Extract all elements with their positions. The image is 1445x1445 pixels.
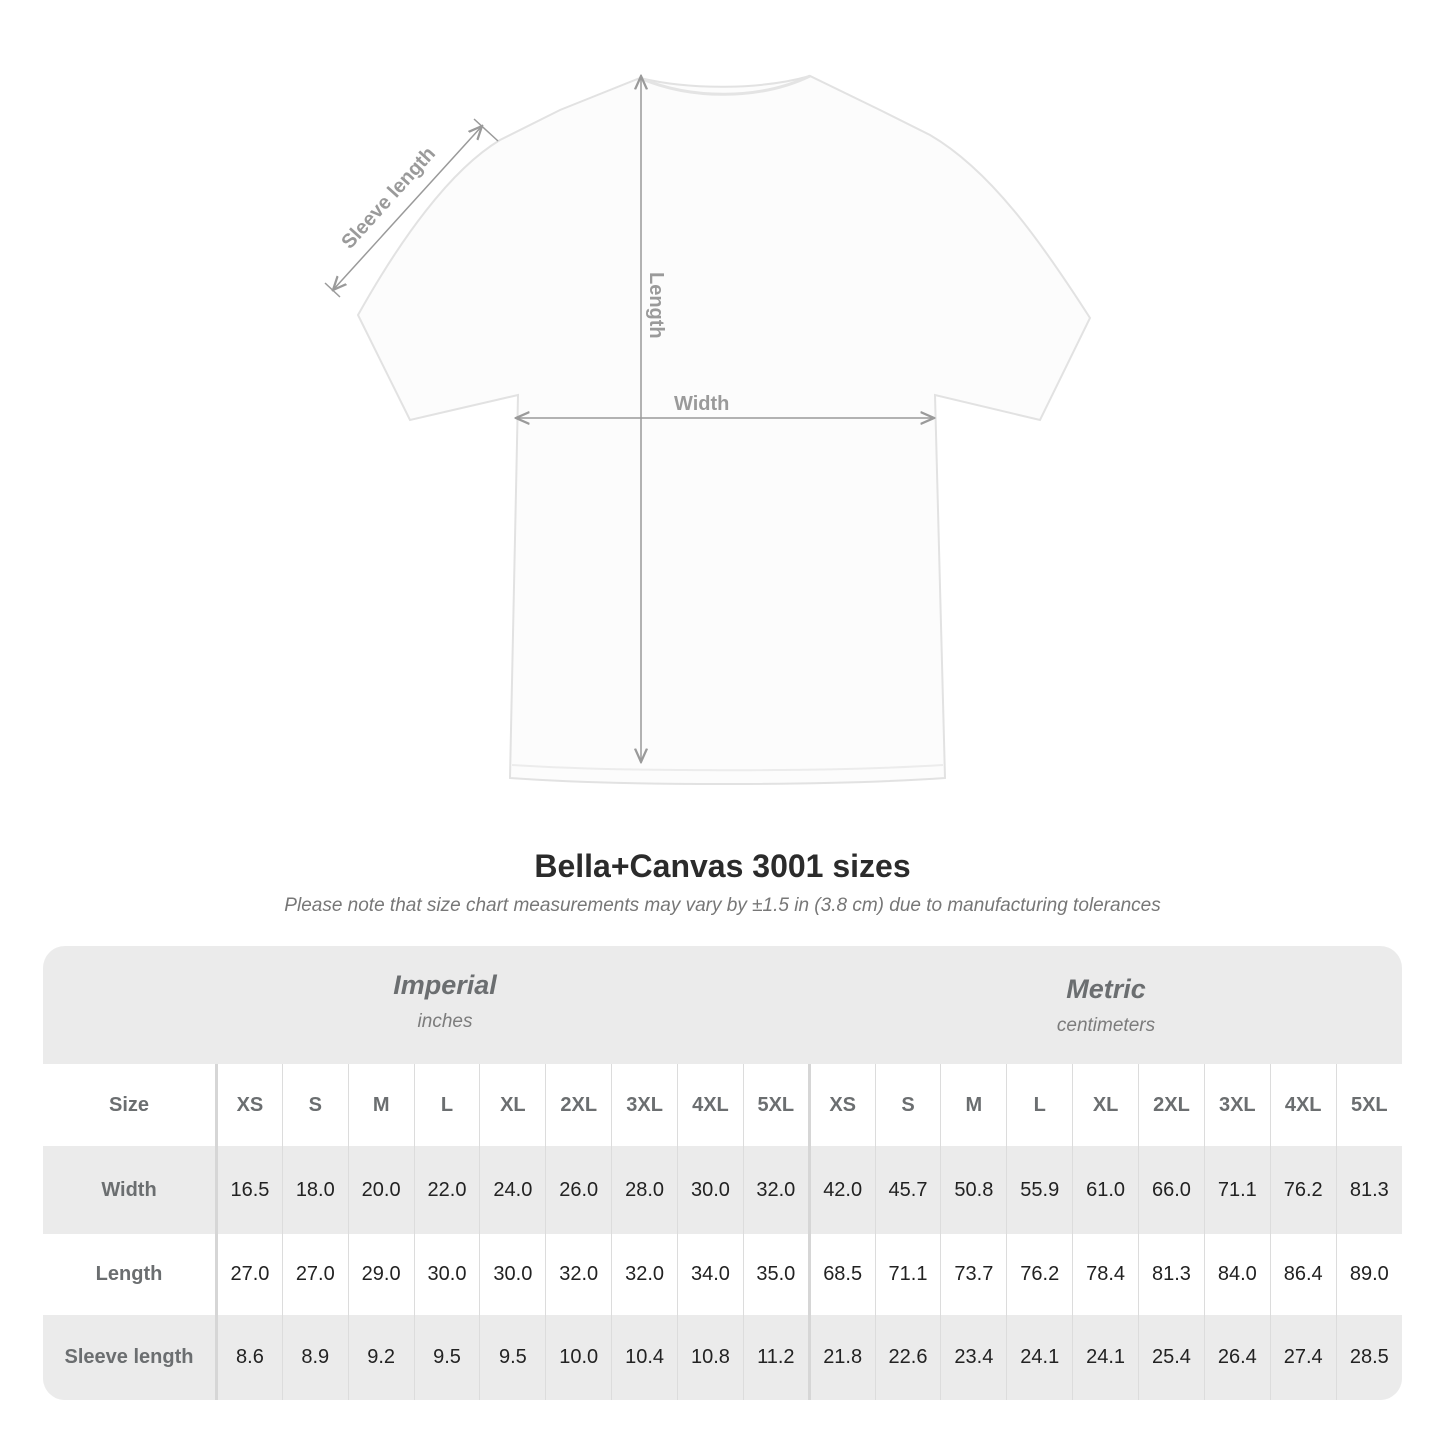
imperial-value: 8.6 [216, 1315, 283, 1400]
imperial-size-header: XS [216, 1064, 283, 1146]
imperial-size-header: 4XL [677, 1064, 744, 1146]
imperial-value: 22.0 [413, 1146, 480, 1234]
length-label: Length [645, 272, 667, 339]
metric-value: 61.0 [1072, 1146, 1139, 1234]
metric-value: 42.0 [807, 1146, 876, 1234]
metric-value: 71.1 [874, 1234, 941, 1315]
metric-heading: Metric [1066, 974, 1146, 1004]
imperial-value: 20.0 [347, 1146, 415, 1234]
metric-value: 71.1 [1203, 1146, 1271, 1234]
imperial-value: 32.0 [742, 1146, 810, 1234]
metric-value: 66.0 [1138, 1146, 1205, 1234]
imperial-value: 28.0 [611, 1146, 678, 1234]
metric-value: 24.1 [1006, 1315, 1073, 1400]
size-grid: Size XS S M L XL 2XL 3XL 4XL 5XL XS S M L XL 2XL 3XL 4XL 5… [43, 1064, 1402, 1400]
imperial-size-header: S [281, 1064, 349, 1146]
metric-value: 25.4 [1138, 1315, 1205, 1400]
tshirt-shape [356, 74, 1092, 785]
metric-value: 68.5 [807, 1234, 876, 1315]
metric-value: 50.8 [940, 1146, 1007, 1234]
metric-value: 86.4 [1269, 1234, 1337, 1315]
imperial-value: 8.9 [281, 1315, 349, 1400]
metric-unit: centimeters [1056, 1015, 1156, 1036]
imperial-unit: inches [417, 1011, 473, 1032]
metric-size-header: XL [1072, 1064, 1139, 1146]
imperial-value: 29.0 [347, 1234, 415, 1315]
sleeve-measure-line [333, 126, 482, 290]
imperial-value: 10.4 [611, 1315, 678, 1400]
imperial-size-header: 3XL [611, 1064, 678, 1146]
imperial-value: 9.2 [347, 1315, 415, 1400]
metric-size-header: 4XL [1269, 1064, 1337, 1146]
row-label: Sleeve length [43, 1315, 218, 1400]
imperial-size-header: XL [479, 1064, 546, 1146]
imperial-value: 27.0 [216, 1234, 283, 1315]
imperial-value: 32.0 [611, 1234, 678, 1315]
metric-value: 81.3 [1138, 1234, 1205, 1315]
row-label: Width [43, 1146, 218, 1234]
imperial-value: 32.0 [545, 1234, 612, 1315]
imperial-value: 24.0 [479, 1146, 546, 1234]
metric-value: 76.2 [1269, 1146, 1337, 1234]
table-header-row: Size XS S M L XL 2XL 3XL 4XL 5XL XS S M L XL 2XL 3XL 4XL 5… [43, 1064, 1402, 1146]
imperial-value: 30.0 [479, 1234, 546, 1315]
metric-size-header: 2XL [1138, 1064, 1205, 1146]
imperial-value: 9.5 [479, 1315, 546, 1400]
tshirt-diagram: Sleeve length Length Width [324, 0, 1092, 785]
metric-value: 89.0 [1335, 1234, 1402, 1315]
metric-header: Metric centimeters [810, 946, 1402, 1092]
imperial-value: 34.0 [677, 1234, 744, 1315]
metric-value: 84.0 [1203, 1234, 1271, 1315]
size-table: Imperial inches Metric centimeters Size X… [43, 946, 1402, 1400]
imperial-size-header: L [413, 1064, 480, 1146]
metric-value: 24.1 [1072, 1315, 1139, 1400]
metric-value: 23.4 [940, 1315, 1007, 1400]
imperial-value: 16.5 [216, 1146, 283, 1234]
metric-size-header: L [1006, 1064, 1073, 1146]
metric-value: 26.4 [1203, 1315, 1271, 1400]
imperial-size-header: M [347, 1064, 415, 1146]
imperial-value: 10.0 [545, 1315, 612, 1400]
metric-size-header: S [874, 1064, 941, 1146]
imperial-value: 26.0 [545, 1146, 612, 1234]
imperial-value: 30.0 [413, 1234, 480, 1315]
imperial-size-header: 5XL [742, 1064, 810, 1146]
imperial-value: 27.0 [281, 1234, 349, 1315]
metric-size-header: 3XL [1203, 1064, 1271, 1146]
imperial-value: 10.8 [677, 1315, 744, 1400]
metric-value: 55.9 [1006, 1146, 1073, 1234]
metric-value: 81.3 [1335, 1146, 1402, 1234]
metric-value: 27.4 [1269, 1315, 1337, 1400]
imperial-heading: Imperial [393, 970, 497, 1000]
metric-value: 73.7 [940, 1234, 1007, 1315]
imperial-value: 9.5 [413, 1315, 480, 1400]
page-title: Bella+Canvas 3001 sizes [534, 848, 911, 884]
metric-value: 28.5 [1335, 1315, 1402, 1400]
metric-value: 76.2 [1006, 1234, 1073, 1315]
metric-value: 21.8 [807, 1315, 876, 1400]
row-label: Length [43, 1234, 218, 1315]
table-row: Sleeve length 8.6 8.9 9.2 9.5 9.5 10.0 10.4 10.8… [43, 1315, 1402, 1400]
width-label: Width [674, 393, 729, 415]
table-row: Width 16.5 18.0 20.0 22.0 24.0 26.0 28.0 30.0 32.… [43, 1146, 1402, 1234]
imperial-value: 11.2 [742, 1315, 810, 1400]
metric-value: 78.4 [1072, 1234, 1139, 1315]
size-label: Size [43, 1064, 218, 1146]
imperial-value: 35.0 [742, 1234, 810, 1315]
metric-size-header: 5XL [1335, 1064, 1402, 1146]
metric-size-header: M [940, 1064, 1007, 1146]
imperial-value: 18.0 [281, 1146, 349, 1234]
metric-value: 22.6 [874, 1315, 941, 1400]
metric-size-header: XS [807, 1064, 876, 1146]
imperial-size-header: 2XL [545, 1064, 612, 1146]
table-row: Length 27.0 27.0 29.0 30.0 30.0 32.0 32.0 34.0 35… [43, 1234, 1402, 1315]
tolerance-note: Please note that size chart measurements… [284, 895, 1161, 916]
imperial-header: Imperial inches [215, 946, 675, 1088]
imperial-value: 30.0 [677, 1146, 744, 1234]
metric-value: 45.7 [874, 1146, 941, 1234]
